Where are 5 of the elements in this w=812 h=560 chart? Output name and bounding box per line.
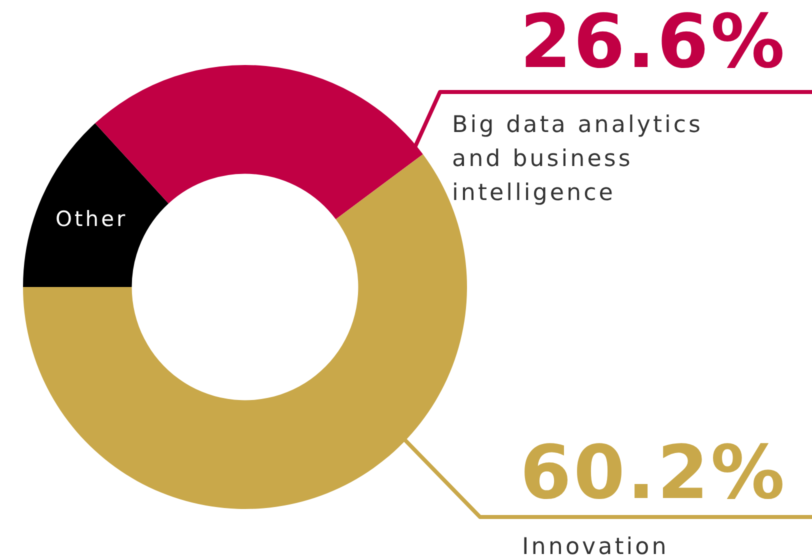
data-label: 60.2% [520,430,787,516]
data-label: 26.6% [520,0,787,85]
slice-label: Other [56,207,128,232]
slice-label: Big data analytics and business intelligence [452,111,704,208]
slice-label: Innovation [522,533,670,560]
